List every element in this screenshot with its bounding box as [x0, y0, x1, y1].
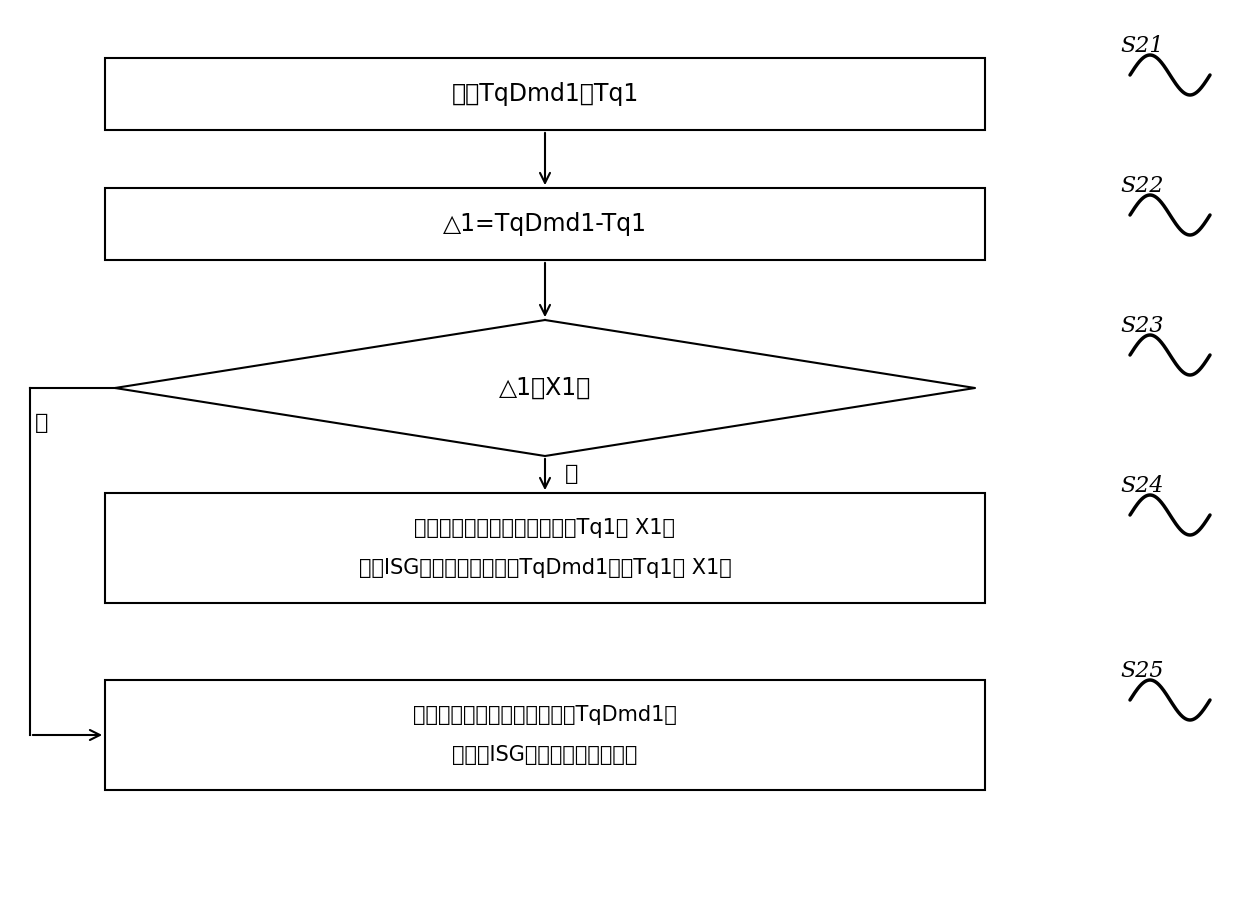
- Text: S23: S23: [1120, 315, 1163, 337]
- Text: 否: 否: [35, 413, 48, 433]
- Text: S21: S21: [1120, 35, 1163, 57]
- Text: △1=TqDmd1-Tq1: △1=TqDmd1-Tq1: [443, 212, 647, 236]
- Text: 确定发动机的当前目标扔矩为Tq1＋ X1；: 确定发动机的当前目标扔矩为Tq1＋ X1；: [414, 518, 676, 538]
- Text: S22: S22: [1120, 175, 1163, 197]
- Text: △1＞X1？: △1＞X1？: [498, 376, 591, 400]
- Bar: [105, 188, 985, 260]
- Bar: [105, 58, 985, 130]
- Text: 确定ISG的当前目标扔矩为TqDmd1－（Tq1＋ X1）: 确定ISG的当前目标扔矩为TqDmd1－（Tq1＋ X1）: [358, 558, 732, 578]
- Text: S24: S24: [1120, 475, 1163, 497]
- Text: 是: 是: [565, 465, 578, 484]
- Polygon shape: [115, 320, 975, 456]
- Bar: [105, 680, 985, 790]
- Text: 确定发动机的当前目标扔矩为TqDmd1；: 确定发动机的当前目标扔矩为TqDmd1；: [413, 705, 677, 725]
- Bar: [105, 493, 985, 603]
- Text: 获取TqDmd1、Tq1: 获取TqDmd1、Tq1: [451, 82, 639, 106]
- Text: S25: S25: [1120, 660, 1163, 682]
- Text: 并确定ISG的当前目标扔矩为零: 并确定ISG的当前目标扔矩为零: [453, 745, 637, 765]
